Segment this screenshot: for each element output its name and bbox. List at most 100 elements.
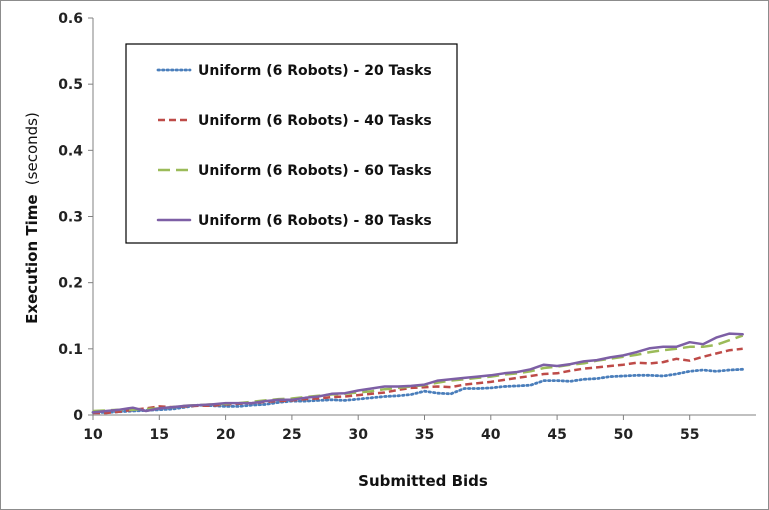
x-axis-title: Submitted Bids <box>358 472 488 490</box>
series-4-point <box>172 407 173 408</box>
series-1-point <box>265 404 266 405</box>
series-2-point <box>344 396 345 397</box>
series-4-point <box>702 344 703 345</box>
series-2-point <box>649 363 650 364</box>
ticks: 0 0.1 0.2 0.3 0.4 0.5 0.6 10 15 20 25 30 35 40 45 50 55 <box>58 11 699 443</box>
series-4-point <box>411 385 412 386</box>
series-4-point <box>663 346 664 347</box>
series-1-point <box>424 391 425 392</box>
x-tick-label: 55 <box>680 427 699 443</box>
series-1-point <box>716 371 717 372</box>
x-tick-label: 10 <box>83 427 103 443</box>
series-1-point <box>729 369 730 370</box>
series-4-point <box>570 364 571 365</box>
series-3-point <box>132 409 133 410</box>
y-tick-label: 0.6 <box>58 11 83 27</box>
series-2-point <box>729 350 730 351</box>
series-1-point <box>437 393 438 394</box>
series-3-point <box>145 408 146 409</box>
series-2-point <box>424 387 425 388</box>
series-1-point <box>358 399 359 400</box>
series-3-point <box>689 346 690 347</box>
series-1-point <box>172 408 173 409</box>
series-2-point <box>702 356 703 357</box>
series-2-point <box>450 387 451 388</box>
series-4-point <box>464 377 465 378</box>
series-2-point <box>384 392 385 393</box>
series-4-point <box>145 410 146 411</box>
series-4-point <box>742 334 743 335</box>
series-2-point <box>623 364 624 365</box>
series-1-point <box>344 400 345 401</box>
series-2-point <box>557 373 558 374</box>
series-2-point <box>397 389 398 390</box>
series-1-point <box>305 401 306 402</box>
series-3-point <box>702 346 703 347</box>
series-2-point <box>318 398 319 399</box>
series-2-point <box>331 397 332 398</box>
series-1-point <box>238 406 239 407</box>
series-2-point <box>583 368 584 369</box>
series-1-point <box>225 406 226 407</box>
series-4-point <box>384 386 385 387</box>
series-1-point <box>371 397 372 398</box>
series-3-point <box>530 371 531 372</box>
series-2-point <box>517 377 518 378</box>
x-tick-label: 35 <box>415 427 434 443</box>
legend-label-3: Uniform (6 Robots) - 60 Tasks <box>198 163 432 179</box>
series-3-point <box>358 392 359 393</box>
series-2-point <box>543 373 544 374</box>
series-4-point <box>371 388 372 389</box>
series-4-point <box>477 376 478 377</box>
series-4-point <box>132 407 133 408</box>
series-3-point <box>384 389 385 390</box>
x-tick-label: 30 <box>348 427 368 443</box>
x-tick-label: 20 <box>216 427 236 443</box>
series-1-point <box>477 388 478 389</box>
series-4-point <box>636 352 637 353</box>
series-4-point <box>504 373 505 374</box>
x-tick-label: 45 <box>547 427 566 443</box>
series-2-point <box>596 367 597 368</box>
series-4-point <box>212 404 213 405</box>
series-2-point <box>676 358 677 359</box>
series-1-point <box>490 387 491 388</box>
y-axis-title: Execution Time (seconds) <box>23 112 41 324</box>
series-4-point <box>331 393 332 394</box>
series-2-point <box>689 360 690 361</box>
series-3-point <box>716 344 717 345</box>
series-1-point <box>702 369 703 370</box>
series-2-point <box>663 362 664 363</box>
x-tick-label: 50 <box>614 427 634 443</box>
series-2-point <box>530 375 531 376</box>
y-axis-title-main: Execution Time <box>23 194 41 323</box>
series-2-point <box>570 370 571 371</box>
series-4-point <box>596 360 597 361</box>
y-tick-label: 0.4 <box>58 143 83 159</box>
series-4-point <box>517 371 518 372</box>
series-4-point <box>623 355 624 356</box>
series-line-3 <box>92 334 744 413</box>
series-4-point <box>424 384 425 385</box>
series-4-point <box>610 357 611 358</box>
x-tick-label: 15 <box>150 427 169 443</box>
x-tick-label: 40 <box>481 427 501 443</box>
series-1-point <box>623 375 624 376</box>
series-1-point <box>252 405 253 406</box>
series-4-point <box>252 403 253 404</box>
legend-label-4: Uniform (6 Robots) - 80 Tasks <box>198 213 432 229</box>
series-4-point <box>583 361 584 362</box>
series-4-point <box>344 393 345 394</box>
y-tick-label: 0.3 <box>58 210 83 226</box>
series-1-point <box>649 375 650 376</box>
series-1-point <box>557 380 558 381</box>
series-1-point <box>583 379 584 380</box>
series-4-point <box>265 401 266 402</box>
series-1-point <box>397 395 398 396</box>
series-2-point <box>636 362 637 363</box>
series-1-point <box>450 393 451 394</box>
series-4-point <box>318 396 319 397</box>
series-3-point <box>543 367 544 368</box>
series-4-point <box>159 408 160 409</box>
